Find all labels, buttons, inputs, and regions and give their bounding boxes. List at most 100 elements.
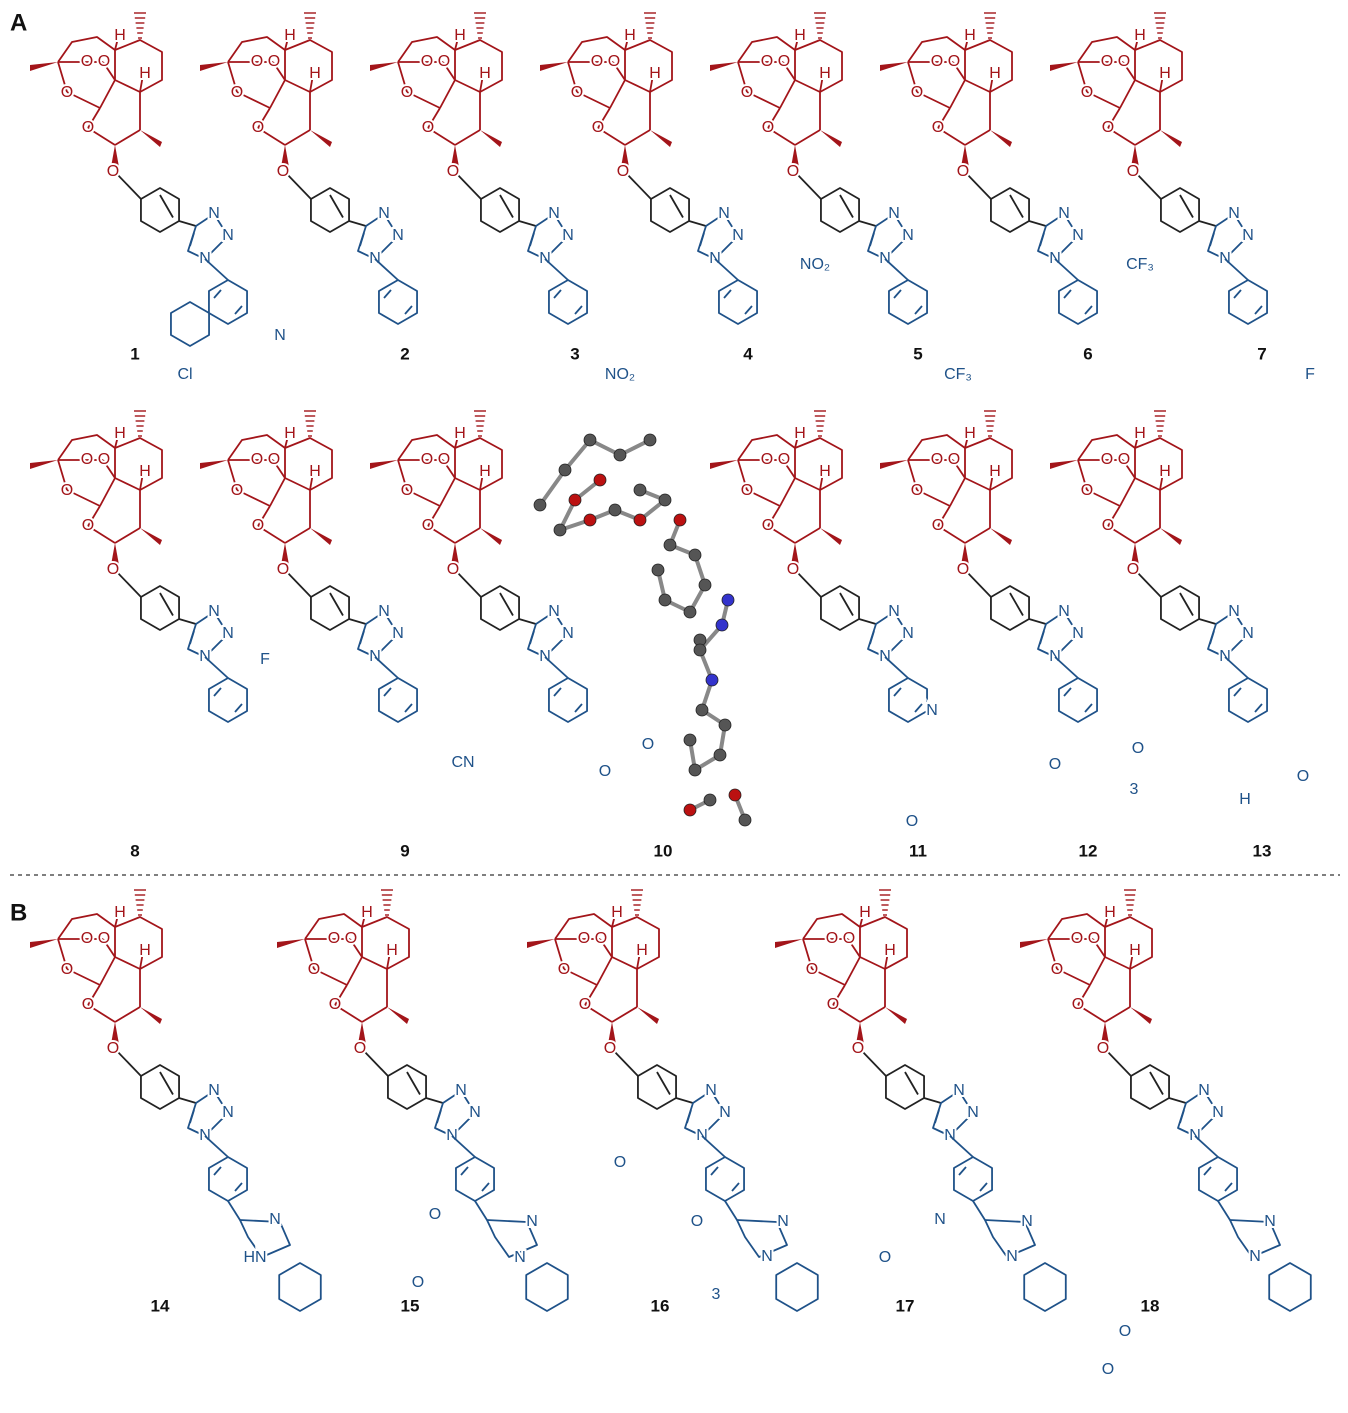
bond [1063, 687, 1072, 697]
bond [239, 1219, 291, 1258]
atom-label: O [1101, 53, 1113, 70]
atom-label: O [741, 84, 753, 101]
bond [460, 1166, 469, 1176]
bond [964, 171, 992, 200]
bond [1122, 459, 1136, 479]
atom-label: H [989, 463, 1001, 480]
wedge-bond [990, 130, 1012, 147]
atom-label: N [732, 227, 744, 244]
bond [699, 232, 705, 247]
bond [208, 279, 248, 325]
atom-label: N [222, 227, 234, 244]
bond [724, 1200, 738, 1221]
atom-label: O [948, 451, 960, 468]
bond [454, 171, 482, 200]
bond [1160, 187, 1200, 233]
bond [1104, 1006, 1131, 1023]
atom-label: H [284, 425, 296, 442]
bond [1077, 61, 1088, 93]
atom-label: O [787, 561, 799, 578]
bond [1130, 1064, 1170, 1110]
atom-label: Cl [177, 366, 192, 383]
atom-label: N [1242, 227, 1254, 244]
bond [1134, 435, 1139, 449]
crystal-atom [683, 803, 697, 817]
bond [114, 527, 141, 544]
crystal-atom [728, 788, 742, 802]
bond [102, 61, 116, 81]
bond [1159, 74, 1164, 93]
atom-label: H [479, 65, 491, 82]
wedge-bond [1160, 130, 1182, 147]
atom-label: H [989, 65, 1001, 82]
bond [744, 305, 753, 315]
bond [213, 1166, 222, 1176]
atom-label: NO₂ [800, 256, 830, 273]
bond [140, 1064, 180, 1110]
bond [1177, 1090, 1219, 1137]
bond [686, 1109, 692, 1124]
atom-label: N [222, 625, 234, 642]
bond [57, 938, 68, 970]
atom-label: O [231, 482, 243, 499]
bond [1179, 592, 1194, 616]
atom-label: O [81, 930, 93, 947]
atom-label: O [1118, 451, 1130, 468]
wedge-bond [370, 460, 398, 469]
bond [819, 74, 824, 93]
wedge-bond [885, 1007, 907, 1024]
bond [888, 677, 928, 723]
bond [334, 984, 348, 1006]
bond [208, 677, 248, 723]
bond [1056, 968, 1091, 986]
bond [284, 37, 289, 51]
bond [1077, 434, 1136, 461]
bond [964, 569, 992, 598]
atom-label: O [98, 53, 110, 70]
bond [907, 36, 966, 63]
bond [486, 1219, 538, 1258]
bond [1209, 232, 1215, 247]
bond [990, 585, 1030, 631]
atom-label: O [1127, 163, 1139, 180]
bond [563, 968, 598, 986]
wedge-bond [310, 130, 332, 147]
atom-label: O [595, 930, 607, 947]
bond [227, 61, 238, 93]
atom-label: O [82, 996, 94, 1013]
atom-label: H [819, 65, 831, 82]
bond [178, 1097, 197, 1104]
bond [932, 1090, 974, 1137]
atom-label: H [859, 904, 871, 921]
compound-number: 6 [1083, 344, 1092, 363]
wedge-bond [30, 460, 58, 469]
atom-label: O [107, 1040, 119, 1057]
wedge-bond [1101, 1022, 1109, 1044]
bond [885, 1064, 925, 1110]
bond [257, 525, 286, 544]
bond [114, 171, 142, 200]
bond [972, 1200, 986, 1221]
wedge-bond [990, 528, 1012, 545]
bond [397, 61, 408, 93]
bond [57, 913, 116, 940]
wedge-bond [820, 130, 842, 147]
bond [204, 656, 229, 679]
atom-label: N [926, 702, 938, 719]
panel-label: A [10, 9, 27, 36]
bond [257, 107, 271, 129]
atom-label: O [1297, 768, 1309, 785]
bond [525, 1262, 569, 1312]
atom-label: N [1072, 625, 1084, 642]
bond [404, 305, 413, 315]
wedge-bond [791, 543, 799, 565]
atom-label: N [1072, 227, 1084, 244]
wedge-bond [710, 62, 738, 71]
atom-label: N [1212, 1104, 1224, 1121]
bond [304, 938, 315, 970]
bond [548, 677, 588, 723]
atom-label: N [705, 1082, 717, 1099]
atom-label: O [98, 451, 110, 468]
bond [832, 984, 846, 1006]
